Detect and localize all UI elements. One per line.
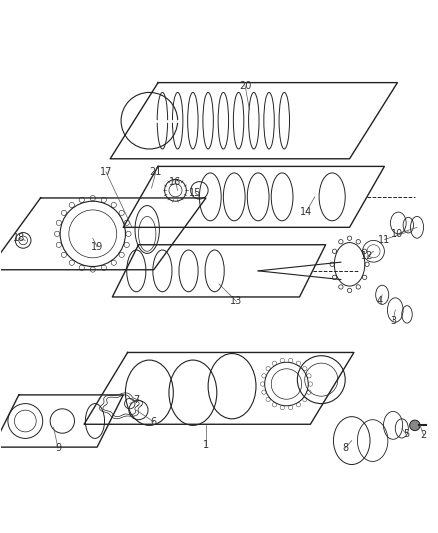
Text: 16: 16 — [170, 176, 182, 187]
Text: 6: 6 — [151, 417, 157, 427]
Text: 20: 20 — [239, 81, 251, 91]
Text: 14: 14 — [300, 207, 312, 217]
Text: 21: 21 — [150, 167, 162, 176]
Text: 7: 7 — [133, 395, 139, 405]
Text: 19: 19 — [91, 242, 103, 252]
Text: 18: 18 — [13, 233, 25, 243]
Text: 12: 12 — [361, 252, 373, 262]
Text: 1: 1 — [203, 440, 209, 450]
Text: 8: 8 — [342, 443, 348, 453]
Text: 3: 3 — [390, 316, 396, 326]
Text: 15: 15 — [189, 188, 201, 198]
Text: 4: 4 — [377, 296, 383, 306]
Circle shape — [410, 420, 420, 431]
Text: 2: 2 — [420, 430, 427, 440]
Text: 11: 11 — [378, 235, 391, 245]
Text: 9: 9 — [55, 443, 61, 453]
Text: 5: 5 — [403, 429, 409, 439]
Text: 17: 17 — [100, 167, 112, 176]
Text: 10: 10 — [391, 229, 403, 239]
Text: 13: 13 — [230, 296, 243, 306]
